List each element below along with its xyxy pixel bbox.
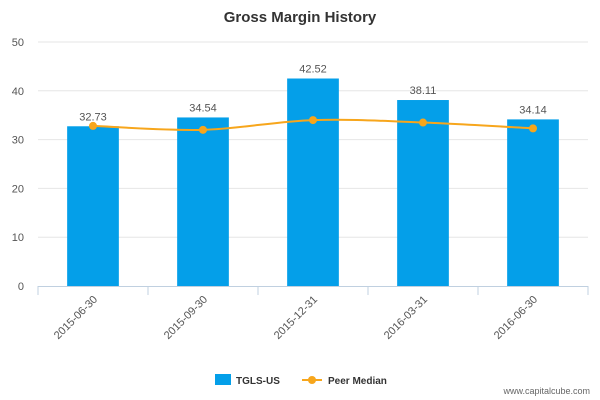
x-tick-label: 2015-12-31 bbox=[272, 294, 320, 342]
line-point[interactable] bbox=[199, 125, 207, 134]
x-tick-label: 2015-06-30 bbox=[52, 294, 100, 342]
y-axis: 0 10 20 30 40 50 bbox=[12, 37, 24, 293]
y-tick-label: 50 bbox=[12, 37, 24, 49]
y-tick-label: 40 bbox=[12, 86, 24, 98]
bar[interactable] bbox=[67, 126, 119, 286]
x-tick-label: 2016-06-30 bbox=[492, 294, 540, 342]
bar[interactable] bbox=[287, 78, 339, 286]
line-point[interactable] bbox=[89, 121, 97, 130]
y-tick-label: 30 bbox=[12, 135, 24, 147]
bar[interactable] bbox=[177, 117, 229, 287]
x-tick-label: 2016-03-31 bbox=[382, 294, 430, 342]
x-axis: 2015-06-30 2015-09-30 2015-12-31 2016-03-31… bbox=[37, 286, 589, 342]
line-point[interactable] bbox=[529, 124, 537, 133]
bar[interactable] bbox=[507, 119, 559, 287]
legend-label-line[interactable]: Peer Median bbox=[328, 376, 387, 387]
line-point[interactable] bbox=[419, 118, 427, 127]
chart-title: Gross Margin History bbox=[224, 9, 377, 26]
line-series bbox=[89, 116, 537, 134]
line-point[interactable] bbox=[309, 116, 317, 125]
credit-text: www.capitalcube.com bbox=[502, 386, 590, 396]
bar[interactable] bbox=[397, 100, 449, 287]
legend[interactable]: TGLS-US Peer Median bbox=[215, 374, 387, 387]
data-labels: 32.73 34.54 42.52 38.11 34.14 bbox=[79, 64, 547, 124]
bar-data-label: 38.11 bbox=[410, 85, 437, 97]
bar-data-label: 34.54 bbox=[189, 102, 217, 114]
legend-marker-line[interactable] bbox=[308, 376, 316, 384]
legend-swatch-bar[interactable] bbox=[215, 374, 231, 385]
y-tick-label: 10 bbox=[12, 232, 24, 244]
legend-label-bar[interactable]: TGLS-US bbox=[236, 376, 280, 387]
x-tick-label: 2015-09-30 bbox=[162, 294, 210, 342]
y-tick-label: 0 bbox=[18, 281, 24, 293]
bar-series bbox=[67, 78, 559, 287]
bar-data-label: 32.73 bbox=[79, 111, 107, 123]
y-tick-label: 20 bbox=[12, 183, 24, 195]
bar-data-label: 42.52 bbox=[299, 64, 327, 76]
bar-data-label: 34.14 bbox=[519, 104, 547, 116]
